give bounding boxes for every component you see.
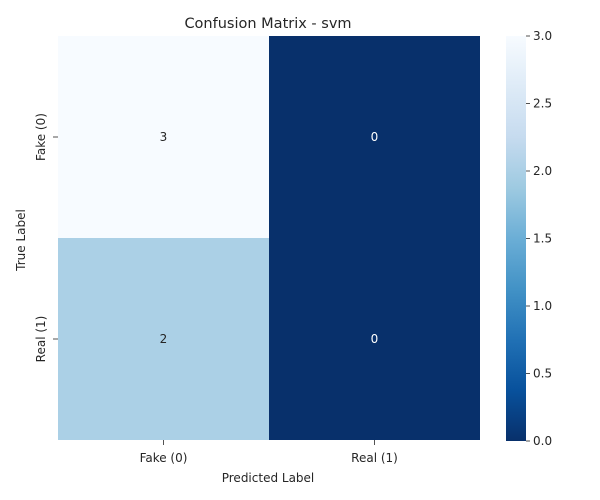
y-axis-label: True Label	[14, 209, 28, 272]
cell-value-1-0: 2	[160, 332, 168, 346]
cell-annotations: 3 0 2 0	[160, 130, 379, 346]
y-axis-ticks: Fake (0) Real (1)	[34, 113, 58, 362]
heatmap-cell-0-1	[269, 36, 480, 238]
cell-value-1-1: 0	[371, 332, 379, 346]
y-tick-label: Real (1)	[34, 316, 48, 363]
x-tick-label: Fake (0)	[140, 451, 188, 465]
y-tick-label: Fake (0)	[34, 113, 48, 161]
heatmap-cell-0-0	[58, 36, 269, 238]
cell-value-0-1: 0	[371, 130, 379, 144]
colorbar-ticks: 0.0 0.5 1.0 1.5 2.0 2.5 3.0	[526, 29, 552, 448]
x-axis-label: Predicted Label	[222, 471, 315, 485]
colorbar-tick-label: 0.5	[533, 367, 552, 381]
x-tick-label: Real (1)	[351, 451, 398, 465]
x-axis-ticks: Fake (0) Real (1)	[140, 440, 398, 465]
colorbar-tick-label: 0.0	[533, 434, 552, 448]
colorbar-tick-label: 2.0	[533, 164, 552, 178]
colorbar-tick-label: 1.5	[533, 232, 552, 246]
heatmap-cell-1-1	[269, 238, 480, 440]
cell-value-0-0: 3	[160, 130, 168, 144]
heatmap-cell-1-0	[58, 238, 269, 440]
chart-title: Confusion Matrix - svm	[184, 16, 351, 32]
colorbar: 0.0 0.5 1.0 1.5 2.0 2.5 3.0	[506, 29, 552, 448]
heatmap-cells	[58, 36, 480, 440]
colorbar-tick-label: 3.0	[533, 29, 552, 43]
colorbar-gradient	[506, 36, 526, 441]
colorbar-tick-label: 2.5	[533, 97, 552, 111]
colorbar-tick-label: 1.0	[533, 299, 552, 313]
